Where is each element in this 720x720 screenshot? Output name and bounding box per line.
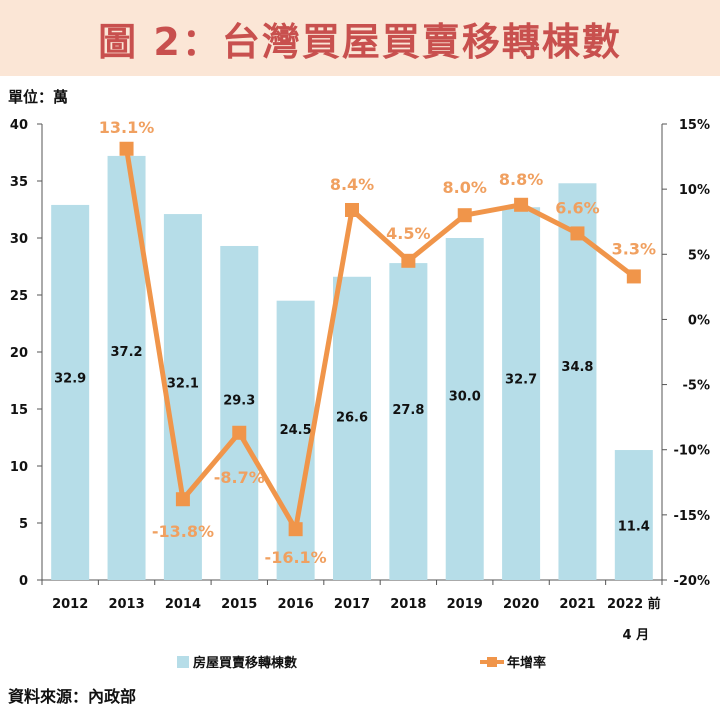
rate-marker <box>232 425 247 440</box>
legend: 房屋買賣移轉棟數 年增率 <box>177 655 546 671</box>
unit-label: 單位：萬 <box>8 88 69 106</box>
rate-value-label: -13.8% <box>152 522 214 541</box>
y-left-tick-label: 30 <box>10 232 28 247</box>
bar <box>558 183 597 580</box>
category-label: 2014 <box>165 597 201 612</box>
bar-value-label: 37.2 <box>111 345 143 360</box>
rate-value-label: 6.6% <box>555 198 599 217</box>
rate-value-label: 8.8% <box>499 170 543 189</box>
bar-labels: 32.9 37.2 32.1 29.3 24.5 26.6 27.8 30.0 32.7 34.8… <box>54 345 650 534</box>
legend-bar-swatch <box>177 656 189 668</box>
y-left-tick-label: 25 <box>10 289 28 304</box>
y-right-tick-label: -10% <box>673 444 710 459</box>
rate-value-label: -8.7% <box>214 468 265 487</box>
category-label: 2020 <box>503 597 539 612</box>
legend-bar-label: 房屋買賣移轉棟數 <box>193 655 297 671</box>
rate-value-label: 4.5% <box>386 224 430 243</box>
bar-value-label: 29.3 <box>223 394 255 409</box>
rate-labels: 13.1% -13.8% -8.7% -16.1% 8.4% 4.5% 8.0% 8.8% 6.… <box>99 118 656 567</box>
rate-marker <box>345 202 359 217</box>
y-right-tick-label: 5% <box>688 248 710 263</box>
legend-line-marker <box>487 657 497 667</box>
y-left-tick-label: 0 <box>19 574 28 589</box>
category-label: 2012 <box>52 597 88 612</box>
y-left-tick-label: 5 <box>19 517 28 532</box>
category-sublabel: 4 月 <box>623 628 650 643</box>
bar <box>445 238 484 580</box>
rate-marker <box>570 226 585 241</box>
category-label: 2016 <box>278 597 314 612</box>
bar-value-label: 24.5 <box>280 423 312 438</box>
bar <box>51 204 90 580</box>
y-left-tick-label: 40 <box>10 118 28 133</box>
rate-line <box>124 148 636 532</box>
bar-value-label: 11.4 <box>618 519 650 534</box>
bar <box>502 207 541 580</box>
y-right-tick-label: 15% <box>679 118 710 133</box>
y-right-tick-label: 10% <box>679 183 710 198</box>
bar <box>333 276 371 580</box>
rate-marker <box>457 208 472 223</box>
y-left-tick-label: 20 <box>10 346 28 361</box>
rate-value-label: 8.4% <box>330 175 374 194</box>
bar <box>389 263 428 580</box>
category-label: 2015 <box>221 597 257 612</box>
y-right-tick-label: -15% <box>673 509 710 524</box>
y-right-tick-label: -20% <box>673 574 710 589</box>
bar-value-label: 32.1 <box>167 376 199 391</box>
bar-series <box>51 155 653 581</box>
legend-line-label: 年增率 <box>507 655 546 671</box>
category-label: 2018 <box>390 597 426 612</box>
rate-marker <box>401 253 416 268</box>
bar <box>220 245 259 581</box>
rate-marker <box>288 522 303 537</box>
rate-marker <box>119 141 134 156</box>
rate-series <box>119 141 641 537</box>
bar-value-label: 30.0 <box>449 389 481 404</box>
rate-marker <box>626 269 641 284</box>
category-label: 2017 <box>334 597 370 612</box>
bar-value-label: 27.8 <box>392 403 424 418</box>
category-label: 2022 前 <box>607 596 661 612</box>
bar <box>614 450 653 580</box>
y-left-tick-label: 15 <box>10 403 28 418</box>
source-note: 資料來源：內政部 <box>8 687 137 706</box>
y-right-tick-label: 0% <box>688 313 710 328</box>
bar-value-label: 34.8 <box>561 360 593 375</box>
category-labels: 2012 2013 2014 2015 2016 2017 2018 2019 2020 2021… <box>52 596 661 643</box>
category-label: 2013 <box>108 597 144 612</box>
rate-marker <box>514 197 529 212</box>
rate-value-label: 3.3% <box>612 239 656 258</box>
bar <box>163 214 202 580</box>
y-left-tick-label: 10 <box>10 460 28 475</box>
bar-value-label: 26.6 <box>336 410 368 425</box>
title-band: 圖 2：台灣買屋買賣移轉棟數 <box>0 0 720 76</box>
bar-value-label: 32.7 <box>505 373 537 388</box>
rate-value-label: 13.1% <box>99 118 155 137</box>
rate-value-label: -16.1% <box>265 548 327 567</box>
category-label: 2021 <box>559 597 595 612</box>
y-right-tick-label: -5% <box>683 379 710 394</box>
rate-marker <box>175 492 190 507</box>
page-title: 圖 2：台灣買屋買賣移轉棟數 <box>98 19 622 64</box>
bar-value-label: 32.9 <box>54 371 86 386</box>
rate-value-label: 8.0% <box>443 178 487 197</box>
y-left-tick-label: 35 <box>10 175 28 190</box>
category-label: 2019 <box>447 597 483 612</box>
